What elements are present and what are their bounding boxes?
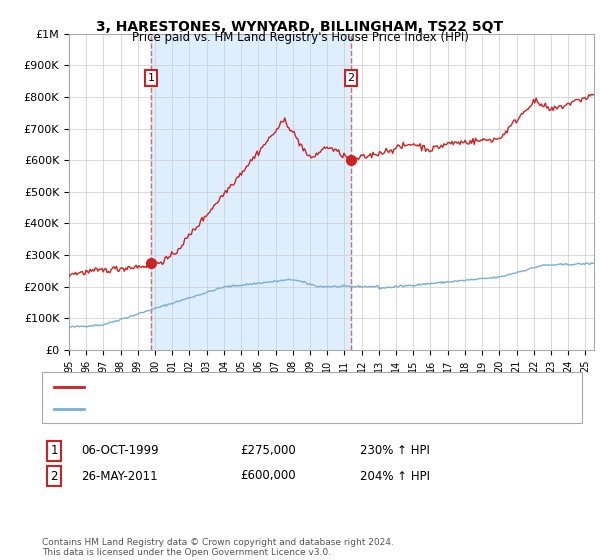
Text: 3, HARESTONES, WYNYARD, BILLINGHAM, TS22 5QT (detached house): 3, HARESTONES, WYNYARD, BILLINGHAM, TS22… <box>93 381 485 391</box>
Text: 2: 2 <box>50 469 58 483</box>
Text: 1: 1 <box>148 73 154 83</box>
Text: Contains HM Land Registry data © Crown copyright and database right 2024.
This d: Contains HM Land Registry data © Crown c… <box>42 538 394 557</box>
Text: 3, HARESTONES, WYNYARD, BILLINGHAM, TS22 5QT: 3, HARESTONES, WYNYARD, BILLINGHAM, TS22… <box>97 20 503 34</box>
Text: £600,000: £600,000 <box>240 469 296 483</box>
Text: 1: 1 <box>50 444 58 458</box>
Text: 06-OCT-1999: 06-OCT-1999 <box>81 444 158 458</box>
Text: 26-MAY-2011: 26-MAY-2011 <box>81 469 158 483</box>
Text: £275,000: £275,000 <box>240 444 296 458</box>
Bar <box>151 34 351 350</box>
Text: Price paid vs. HM Land Registry's House Price Index (HPI): Price paid vs. HM Land Registry's House … <box>131 31 469 44</box>
Text: 230% ↑ HPI: 230% ↑ HPI <box>360 444 430 458</box>
Text: 204% ↑ HPI: 204% ↑ HPI <box>360 469 430 483</box>
Text: HPI: Average price, detached house, Stockton-on-Tees: HPI: Average price, detached house, Stoc… <box>93 404 394 414</box>
Text: 2: 2 <box>347 73 355 83</box>
